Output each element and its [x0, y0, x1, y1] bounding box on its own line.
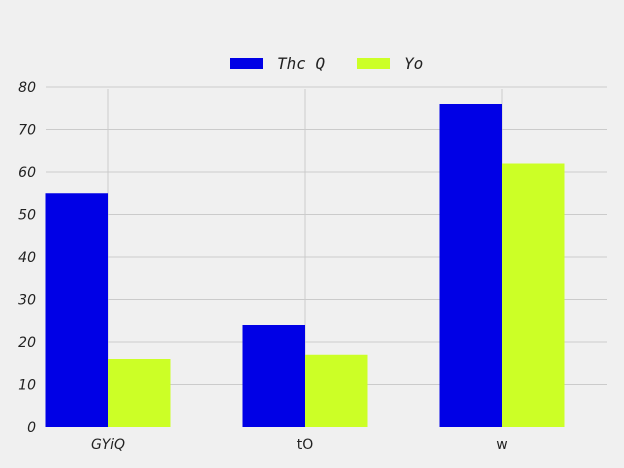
y-tick-label-5: 50	[18, 208, 36, 224]
y-tick-label-2: 20	[18, 335, 36, 351]
x-tick-label-1: tO	[297, 437, 314, 453]
y-tick-label-4: 40	[18, 250, 36, 266]
legend-label-yo: Yo	[404, 54, 423, 73]
legend-label-thc-q: Thc Q	[277, 54, 325, 73]
y-tick-label-6: 60	[18, 165, 36, 181]
bar-yo-w	[502, 163, 565, 427]
x-tick-label-2: w	[496, 437, 507, 453]
legend-swatch-yo	[357, 58, 390, 69]
bar-thc-q-to	[242, 325, 305, 427]
y-tick-label-8: 80	[18, 80, 36, 96]
y-tick-label-0: 0	[27, 420, 36, 436]
legend-swatch-thc-q	[230, 58, 263, 69]
y-tick-label-1: 10	[18, 378, 36, 394]
y-axis-ticks: 0 10 20 30 40 50 60 70 80	[18, 80, 36, 436]
bar-thc-q-w	[439, 104, 502, 427]
bar-yo-to	[305, 354, 368, 427]
x-axis-ticks: GYiQ tO w	[91, 437, 508, 453]
bar-yo-gyiq	[108, 359, 171, 427]
x-tick-label-0: GYiQ	[91, 437, 125, 453]
legend: Thc Q Yo	[230, 54, 423, 73]
bars	[45, 104, 565, 427]
y-tick-label-3: 30	[18, 293, 36, 309]
bar-thc-q-gyiq	[45, 193, 108, 427]
y-tick-label-7: 70	[18, 123, 36, 139]
